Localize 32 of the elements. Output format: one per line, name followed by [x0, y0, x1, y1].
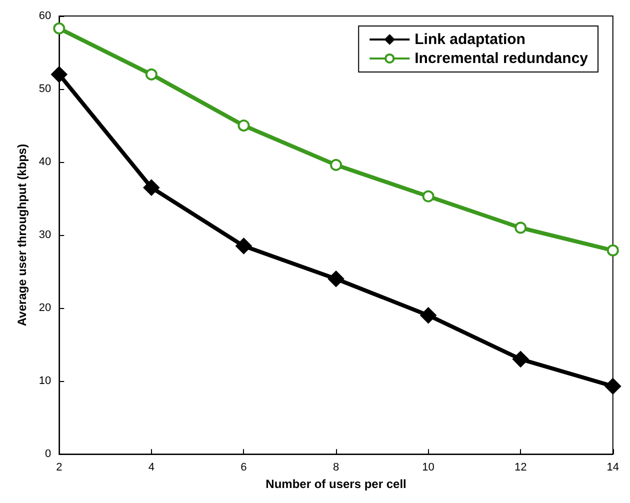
point: [145, 68, 158, 80]
point: [236, 238, 252, 254]
y-tick-label: 0: [45, 448, 52, 460]
x-tick-label: 14: [606, 462, 620, 474]
y-tick-label: 40: [38, 156, 52, 168]
point: [143, 180, 160, 196]
x-tick-label: 4: [148, 462, 154, 474]
point: [328, 270, 344, 287]
x-tick-label: 12: [514, 462, 527, 474]
y-tick-label: 60: [38, 10, 52, 22]
x-tick-label: 6: [240, 462, 247, 474]
y-axis-title: Average user throughput (kbps): [15, 144, 29, 326]
point: [420, 307, 436, 324]
legend-label: Link adaptation: [414, 31, 526, 48]
y-tick-label: 50: [38, 83, 52, 96]
y-tick-label: 30: [38, 229, 52, 242]
y-tick-label: 10: [38, 375, 52, 388]
point: [53, 22, 66, 34]
x-axis-title: Number of users per cell: [266, 477, 406, 491]
point: [512, 351, 529, 368]
point: [238, 120, 250, 132]
point: [422, 190, 434, 202]
x-tick-label: 10: [422, 462, 434, 474]
x-tick-label: 2: [56, 462, 62, 474]
legend-label: Incremental redundancy: [414, 50, 589, 67]
point: [514, 222, 527, 234]
point: [606, 244, 619, 256]
point: [604, 378, 621, 394]
point: [51, 66, 68, 82]
point: [330, 158, 342, 171]
x-tick-label: 8: [332, 462, 340, 474]
y-tick-label: 20: [38, 302, 52, 314]
